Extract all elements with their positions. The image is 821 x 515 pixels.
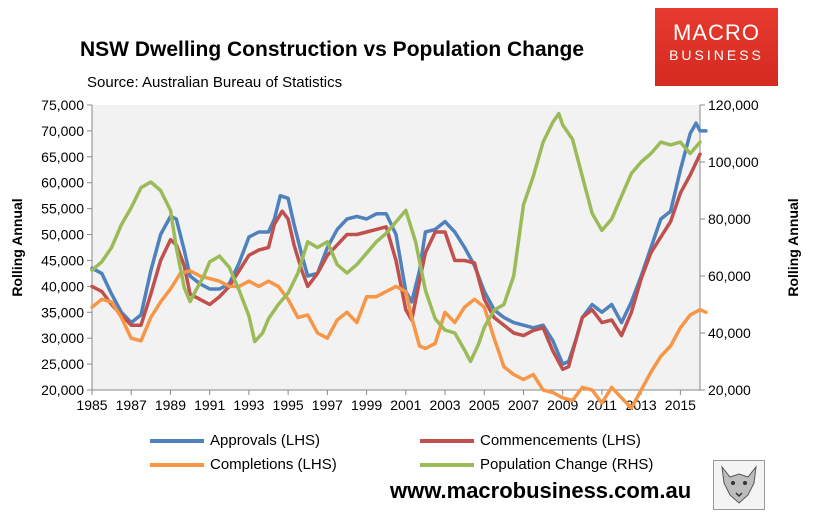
y-right-tick-label: 40,000 bbox=[708, 325, 751, 341]
x-tick-label: 2015 bbox=[665, 397, 696, 413]
wolf-logo-image bbox=[713, 460, 765, 510]
x-tick-label: 1991 bbox=[194, 397, 225, 413]
series-line-population-change bbox=[90, 111, 702, 364]
y-left-axis-label: Rolling Annual bbox=[9, 198, 25, 296]
y-right-tick-label: 20,000 bbox=[708, 382, 751, 398]
x-tick-label: 1987 bbox=[116, 397, 147, 413]
legend-label-approvals: Approvals (LHS) bbox=[210, 432, 321, 449]
y-left-tick-label: 25,000 bbox=[41, 356, 84, 372]
logo-line-2: BUSINESS bbox=[669, 47, 764, 63]
plot-area bbox=[92, 105, 700, 390]
legend-completions: Completions (LHS) bbox=[150, 456, 337, 473]
y-left-tick-label: 70,000 bbox=[41, 123, 84, 139]
y-left-tick-label: 20,000 bbox=[41, 382, 84, 398]
legend-approvals: Approvals (LHS) bbox=[150, 432, 320, 449]
x-tick-label: 1995 bbox=[273, 397, 304, 413]
y-right-axis-label: Rolling Annual bbox=[785, 198, 801, 296]
website-url: www.macrobusiness.com.au bbox=[390, 478, 692, 503]
x-tick-label: 1989 bbox=[155, 397, 186, 413]
chart-title: NSW Dwelling Construction vs Population … bbox=[80, 38, 585, 61]
legend-swatch-commencements bbox=[420, 438, 474, 443]
y-left-tick-label: 75,000 bbox=[41, 97, 84, 113]
y-right-tick-label: 120,000 bbox=[708, 97, 759, 113]
x-tick-label: 1997 bbox=[312, 397, 343, 413]
legend-swatch-population bbox=[420, 462, 474, 467]
x-tick-label: 1999 bbox=[351, 397, 382, 413]
y-left-tick-label: 55,000 bbox=[41, 201, 84, 217]
y-left-tick-label: 65,000 bbox=[41, 149, 84, 165]
chart-subtitle: Source: Australian Bureau of Statistics bbox=[87, 74, 343, 91]
macrobusiness-logo: MACRO BUSINESS bbox=[655, 8, 778, 86]
legend-commencements: Commencements (LHS) bbox=[420, 432, 641, 449]
y-left-tick-label: 50,000 bbox=[41, 227, 84, 243]
x-tick-label: 1985 bbox=[76, 397, 107, 413]
logo-line-1: MACRO bbox=[673, 20, 760, 45]
legend-swatch-completions bbox=[150, 462, 204, 467]
y-left-tick-label: 30,000 bbox=[41, 330, 84, 346]
series-line-approvals bbox=[90, 121, 708, 366]
y-left-tick-label: 60,000 bbox=[41, 175, 84, 191]
y-right-tick-label: 100,000 bbox=[708, 154, 759, 170]
y-left-tick-label: 35,000 bbox=[41, 304, 84, 320]
x-tick-label: 2005 bbox=[469, 397, 500, 413]
x-tick-label: 2007 bbox=[508, 397, 539, 413]
legend-label-commencements: Commencements (LHS) bbox=[480, 432, 641, 449]
legend-label-population: Population Change (RHS) bbox=[480, 456, 654, 473]
y-right-tick-label: 60,000 bbox=[708, 268, 751, 284]
legend-label-completions: Completions (LHS) bbox=[210, 456, 337, 473]
legend-population: Population Change (RHS) bbox=[420, 456, 653, 473]
legend-swatch-approvals bbox=[150, 438, 204, 443]
y-right-tick-label: 80,000 bbox=[708, 211, 751, 227]
x-tick-label: 2003 bbox=[429, 397, 460, 413]
y-left-tick-label: 40,000 bbox=[41, 278, 84, 294]
x-tick-label: 2011 bbox=[587, 397, 617, 413]
series-line-completions bbox=[90, 269, 708, 410]
x-tick-label: 1993 bbox=[233, 397, 264, 413]
x-tick-label: 2001 bbox=[390, 397, 421, 413]
y-left-tick-label: 45,000 bbox=[41, 252, 84, 268]
